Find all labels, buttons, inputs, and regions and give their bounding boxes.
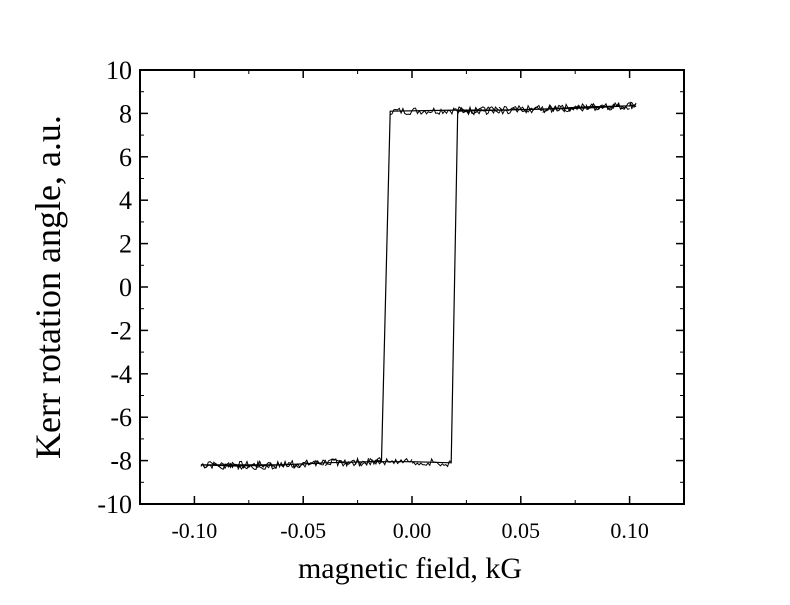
y-tick-label: 6 — [119, 143, 132, 172]
noise-trace — [498, 104, 543, 116]
y-tick-label: -4 — [110, 360, 132, 389]
y-tick-label: -10 — [97, 490, 132, 519]
y-axis-title: Kerr rotation angle, a.u. — [28, 115, 68, 459]
noise-trace — [281, 459, 326, 469]
noise-trace — [280, 459, 326, 470]
tick-labels: 10 8 6 4 2 0 -2 -4 -6 -8 -10 -0.10 -0.05 0.00 0.05 0.10 — [97, 56, 649, 543]
noise-trace — [542, 104, 587, 114]
y-tick-label: 4 — [119, 186, 132, 215]
noise-trace — [629, 101, 637, 109]
x-tick-label: 0.00 — [393, 518, 432, 543]
x-tick-label: 0.10 — [610, 518, 649, 543]
y-tick-label: -2 — [110, 316, 132, 345]
y-tick-label: 8 — [119, 99, 132, 128]
plot-frame — [139, 69, 685, 505]
hysteresis-loop-line — [200, 104, 637, 467]
axis-ticks — [139, 69, 685, 505]
noise-trace — [237, 459, 282, 470]
noise-trace — [457, 106, 500, 116]
noise-trace — [237, 459, 282, 470]
series-layer — [200, 101, 637, 471]
x-tick-label: -0.10 — [171, 518, 217, 543]
noise-trace — [324, 458, 369, 468]
noise-trace — [498, 104, 544, 114]
hysteresis-noise — [200, 101, 637, 471]
y-tick-label: 2 — [119, 230, 132, 259]
noise-trace — [368, 457, 413, 466]
y-tick-label: 10 — [106, 56, 132, 85]
x-axis-title: magnetic field, kG — [298, 552, 522, 585]
x-tick-label: -0.05 — [280, 518, 326, 543]
y-tick-label: 0 — [119, 273, 132, 302]
noise-trace — [455, 105, 500, 115]
x-tick-label: 0.05 — [502, 518, 541, 543]
noise-trace — [585, 101, 630, 111]
noise-trace — [586, 101, 630, 112]
noise-trace — [200, 461, 239, 471]
noise-trace — [389, 107, 456, 116]
y-tick-label: -6 — [110, 403, 132, 432]
y-tick-label: -8 — [110, 447, 132, 476]
noise-trace — [411, 457, 452, 468]
